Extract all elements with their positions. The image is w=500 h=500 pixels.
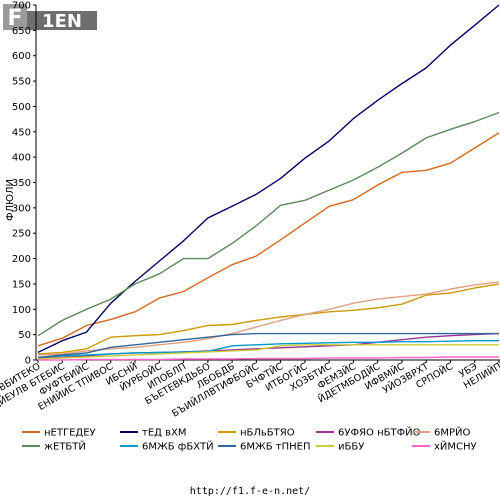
series-line-5 — [37, 281, 500, 356]
series-lines — [37, 4, 500, 361]
y-tick-label: 500 — [12, 102, 31, 113]
legend-label: жЕТБТЙ — [44, 440, 86, 453]
legend: нЕТГЕДЕУ тЕД вХМ нБЛьБТЯО 6УФЯО нБТФЙО 6МРЙО… — [22, 426, 477, 453]
f1en-logo: F 1EN — [3, 4, 97, 32]
y-ticks: 0 50 100 150 200 250 300 350 400 450 500 550 600 650 7… — [12, 1, 36, 367]
series-line-4 — [37, 332, 500, 360]
series-line-10 — [38, 356, 499, 361]
series-line-7 — [37, 340, 499, 359]
y-tick-label: 450 — [12, 127, 31, 138]
y-tick-label: 300 — [12, 203, 31, 214]
legend-label: нБЛьБТЯО — [240, 428, 295, 439]
logo-f-box — [3, 4, 27, 30]
logo-rest-text: 1EN — [42, 11, 82, 32]
logo-rest-box — [27, 11, 97, 30]
y-tick-label: 700 — [12, 1, 31, 12]
y-tick-label: 0 — [25, 356, 31, 367]
y-tick-label: 550 — [12, 77, 31, 88]
y-axis-label: ФЛЮЛИ — [5, 179, 16, 221]
legend-label: 6МРЙО — [434, 426, 471, 439]
y-tick-label: 250 — [12, 229, 31, 240]
footer-url: http://f1.f-e-n.net/ — [190, 486, 310, 497]
legend-label: 6МЖБ фБХТЙ — [142, 440, 214, 453]
series-line-9 — [37, 344, 499, 360]
legend-label: нЕТГЕДЕУ — [44, 428, 96, 439]
series-line-1 — [37, 132, 500, 347]
y-tick-label: 600 — [12, 51, 31, 62]
y-tick-label: 50 — [18, 330, 31, 341]
y-tick-label: 150 — [12, 279, 31, 290]
y-tick-label: 200 — [12, 254, 31, 265]
series-line-8 — [37, 332, 499, 359]
y-tick-label: 350 — [12, 178, 31, 189]
logo-f-text: F — [7, 6, 22, 31]
series-line-6 — [37, 111, 500, 337]
y-tick-label: 100 — [12, 305, 31, 316]
legend-label: тЕД вХМ — [142, 428, 187, 439]
legend-label: иББУ — [338, 442, 364, 453]
legend-label: 6УФЯО нБТФЙО — [338, 426, 421, 439]
axes — [35, 5, 500, 361]
y-tick-label: 650 — [12, 26, 31, 37]
legend-label: хЙМСНУ — [434, 440, 477, 453]
y-tick-label: 400 — [12, 153, 31, 164]
series-line-3 — [37, 283, 500, 355]
series-line-2 — [37, 4, 500, 354]
legend-label: 6МЖБ тПНЕП — [240, 442, 311, 453]
